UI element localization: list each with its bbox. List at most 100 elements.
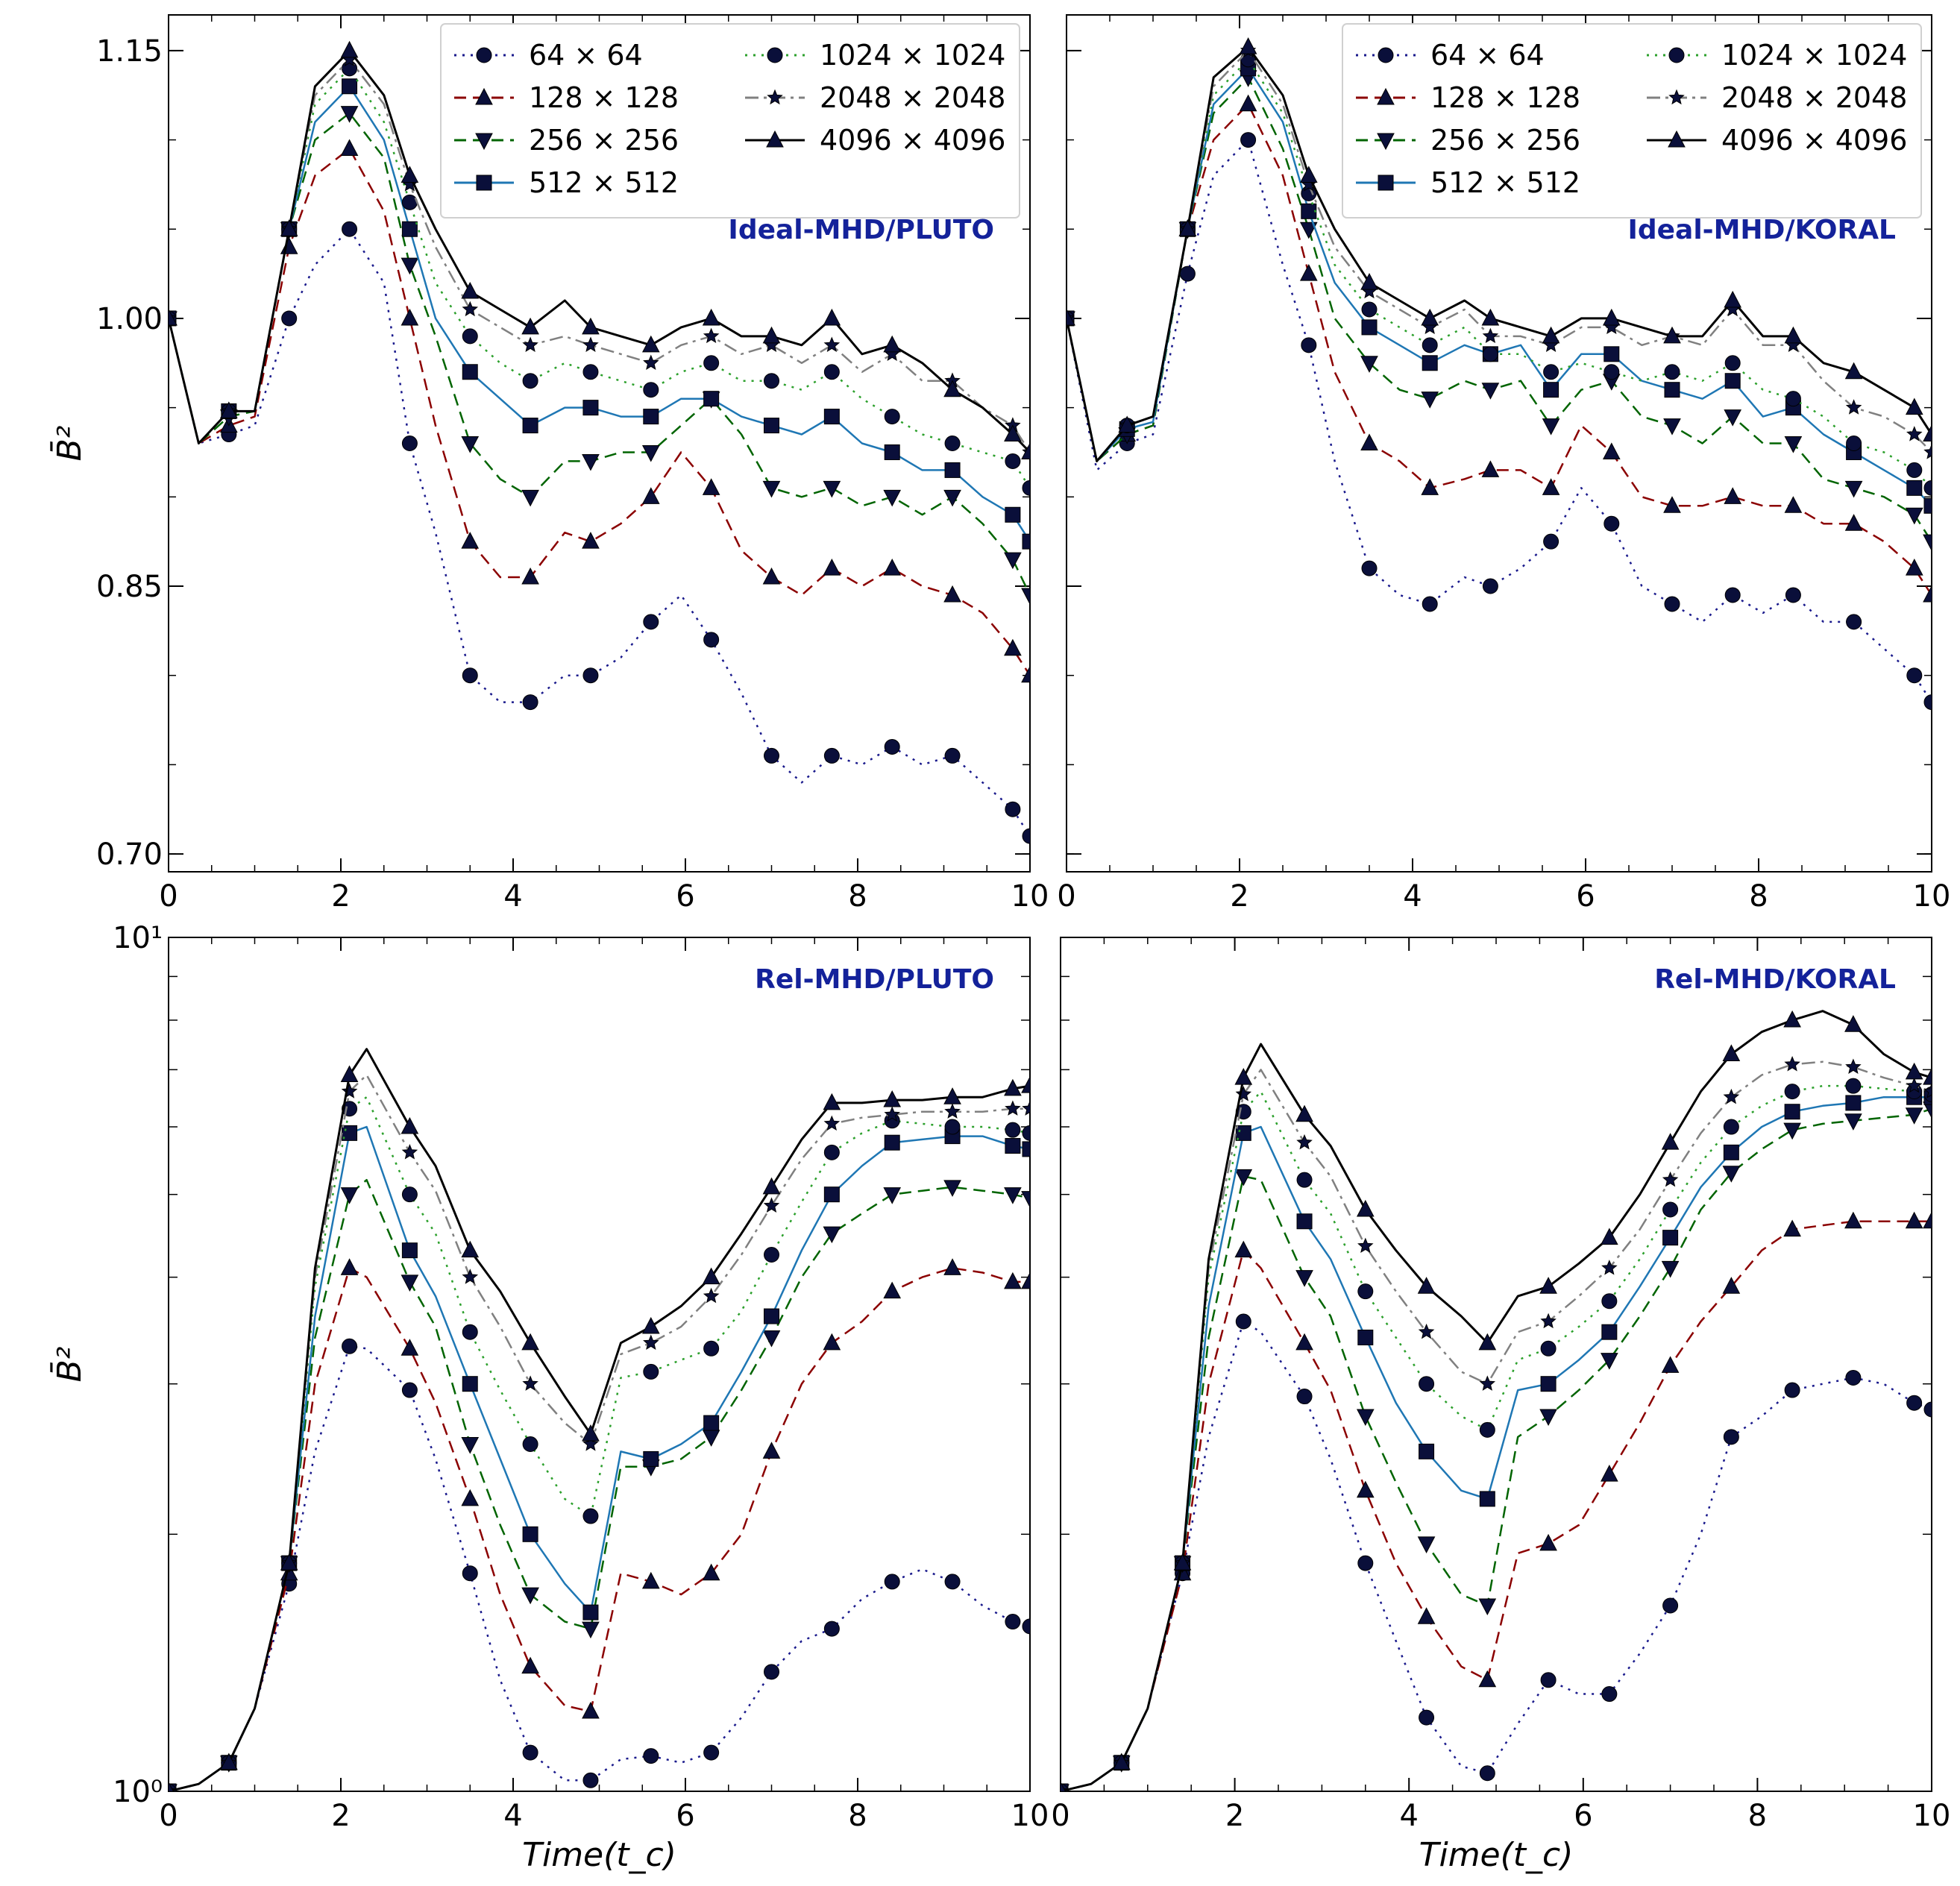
data-point (461, 1437, 480, 1454)
panel-title: Rel-MHD/KORAL (1654, 964, 1896, 995)
series-group (169, 40, 1030, 844)
data-point (1112, 1753, 1131, 1770)
data-point (1663, 496, 1681, 513)
data-point (1664, 596, 1680, 612)
data-point (1478, 1670, 1497, 1688)
x-tick-label: 10 (1913, 1799, 1951, 1833)
data-point (582, 1436, 599, 1451)
data-point (1663, 418, 1681, 436)
data-point (1005, 453, 1021, 469)
series-group (169, 1048, 1030, 1791)
legend-label: 2048 × 2048 (820, 81, 1005, 114)
data-point (1357, 1555, 1374, 1571)
data-point (944, 462, 961, 478)
data-point (280, 237, 298, 254)
data-point (641, 335, 660, 353)
triangle-up-marker-icon (475, 87, 493, 105)
data-point (883, 1281, 902, 1299)
data-point (1664, 364, 1680, 380)
data-point (1479, 1421, 1495, 1438)
x-tick-label: 10 (1011, 879, 1049, 914)
data-point (1173, 1553, 1192, 1571)
data-point (883, 1187, 902, 1204)
data-point (1540, 1340, 1557, 1357)
data-point (582, 400, 599, 416)
legend-label: 512 × 512 (529, 166, 679, 199)
data-point (823, 409, 840, 425)
data-point (641, 487, 660, 504)
data-point (401, 166, 419, 183)
data-point (703, 327, 720, 344)
data-point (1356, 1409, 1375, 1427)
data-point (1301, 337, 1317, 353)
data-point (1844, 362, 1863, 380)
legend-frame (1342, 23, 1922, 219)
data-point (1361, 301, 1378, 318)
data-point (643, 1363, 659, 1380)
series-group (1067, 37, 1932, 711)
data-point (1361, 560, 1378, 576)
data-point (1923, 480, 1932, 496)
series-line-2 (169, 112, 1030, 596)
data-point (341, 1083, 358, 1098)
series-group (1061, 1010, 1932, 1791)
data-point (1543, 382, 1559, 398)
data-point (522, 418, 538, 434)
x-tick-label: 8 (848, 1799, 867, 1833)
data-point (1542, 326, 1560, 344)
data-point (1783, 1122, 1801, 1140)
series-line-4 (169, 1096, 1030, 1791)
data-point (401, 1116, 419, 1134)
data-point (1601, 1465, 1618, 1482)
data-point (1004, 1272, 1022, 1289)
legend-label: 1024 × 1024 (1721, 39, 1907, 72)
data-point (1845, 1058, 1862, 1074)
data-point (943, 1180, 961, 1197)
data-point (823, 1186, 840, 1203)
x-tick-label: 0 (159, 879, 178, 914)
data-point (461, 1240, 480, 1258)
x-tick-label: 0 (1051, 1799, 1069, 1833)
data-point (1662, 1171, 1679, 1187)
data-point (1923, 1083, 1932, 1098)
data-point (1661, 1260, 1680, 1278)
data-point (1239, 37, 1257, 54)
data-point (1422, 355, 1438, 371)
data-point (1540, 1376, 1557, 1392)
data-point (943, 1258, 961, 1275)
legend-item: 2048 × 2048 (745, 81, 1005, 114)
data-point (461, 532, 480, 549)
y-tick-label: 10¹ (113, 921, 163, 955)
data-point (462, 1565, 478, 1582)
data-point (823, 480, 841, 498)
data-point (702, 1563, 720, 1581)
legend-item: 1024 × 1024 (1647, 39, 1907, 72)
data-point (1004, 638, 1022, 656)
data-point (1784, 1104, 1800, 1120)
data-point (1923, 1211, 1932, 1229)
data-point (401, 308, 419, 326)
data-point (1021, 1191, 1030, 1208)
data-point (823, 364, 840, 380)
data-point (401, 1242, 418, 1259)
data-point (461, 281, 480, 299)
data-point (1296, 1389, 1313, 1405)
data-point (1234, 1169, 1253, 1186)
series-line-1 (1061, 1220, 1932, 1791)
data-point (1604, 364, 1620, 380)
data-point (823, 1115, 841, 1131)
legend-item: 512 × 512 (454, 166, 679, 199)
data-point (1602, 308, 1621, 326)
data-point (1299, 264, 1318, 281)
y-tick-label: 1.15 (96, 34, 163, 69)
panel-2: 0 2 4 6 8 10 Ideal-MHD/KORAL (1057, 14, 1950, 914)
legend-label: 128 × 128 (529, 81, 679, 114)
data-point (1067, 308, 1075, 326)
data-point (823, 747, 840, 764)
triangle-up-marker-icon (1668, 130, 1686, 148)
data-point (1601, 1324, 1618, 1340)
data-point (1422, 596, 1438, 612)
data-point (1295, 1333, 1313, 1351)
data-point (1784, 1084, 1800, 1100)
data-point (340, 1065, 359, 1083)
